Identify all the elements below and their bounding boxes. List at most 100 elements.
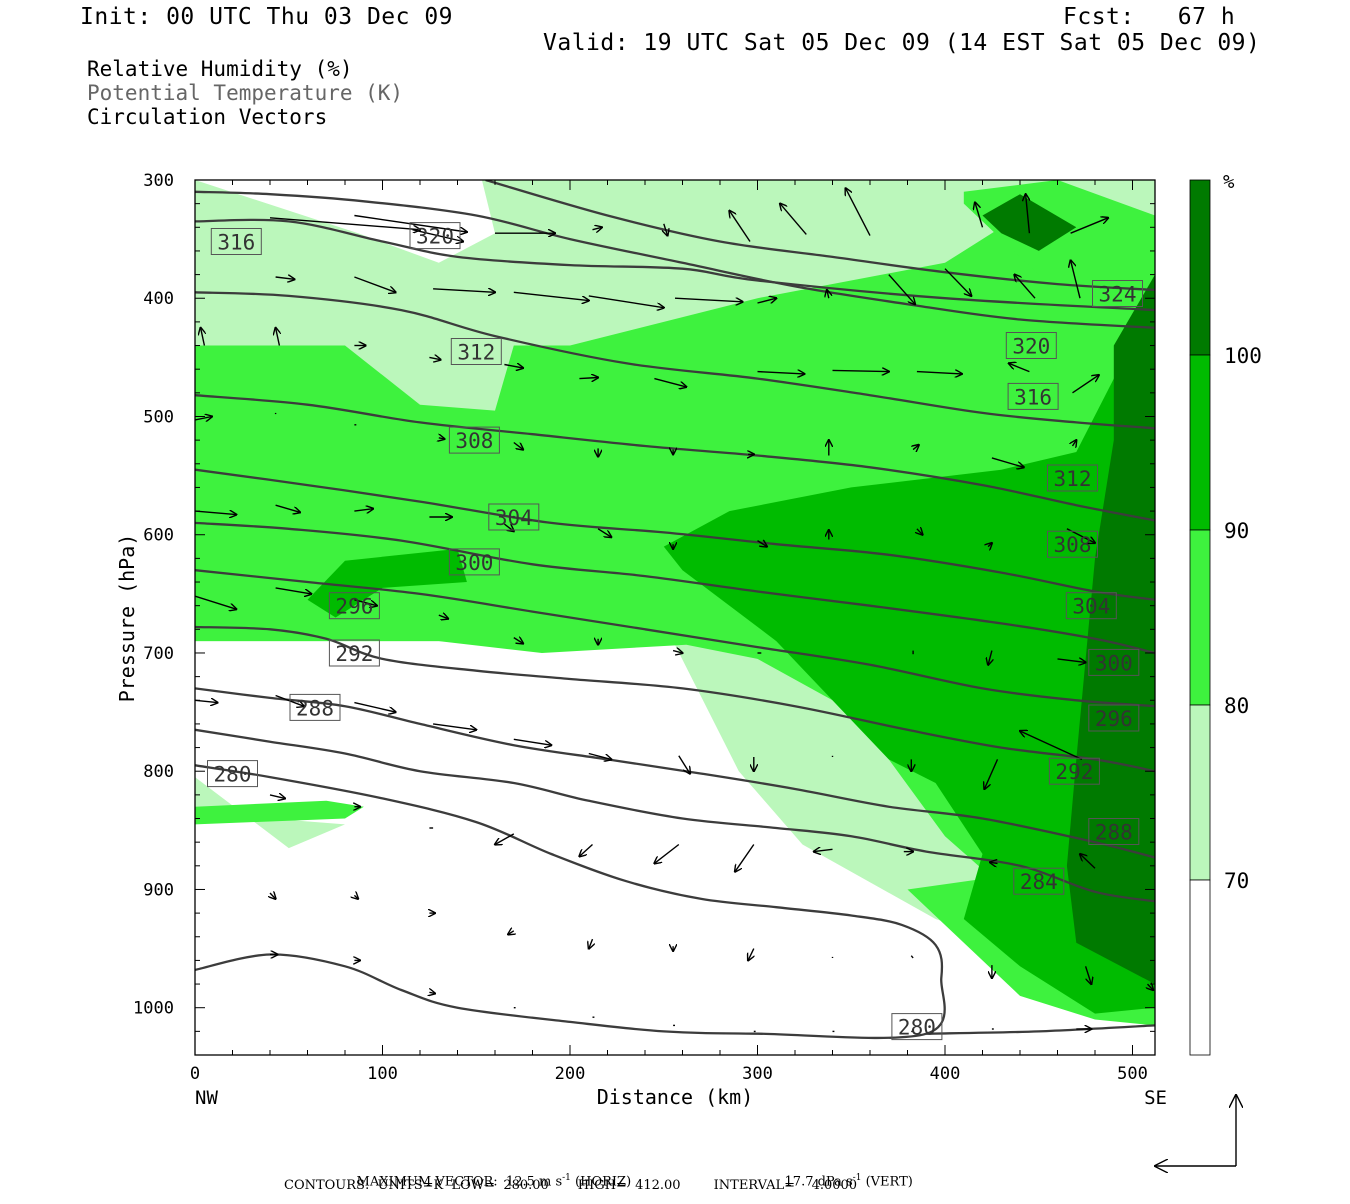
circulation-vector bbox=[433, 289, 495, 293]
field-circulation-vectors: Circulation Vectors bbox=[87, 105, 328, 129]
field-potential-temperature: Potential Temperature (K) bbox=[87, 81, 404, 105]
contour-label-312: 312 bbox=[1047, 464, 1098, 492]
circulation-vector bbox=[513, 441, 523, 450]
rh-region-100-6 bbox=[1066, 274, 1155, 985]
circulation-vector bbox=[439, 438, 445, 439]
circulation-vector bbox=[1073, 440, 1077, 446]
contour-label-text: 300 bbox=[1095, 651, 1133, 675]
contour-label-text: 292 bbox=[1055, 760, 1093, 784]
theta-contour-316 bbox=[195, 218, 1155, 312]
circulation-vector bbox=[674, 298, 743, 302]
x-tick-label: 300 bbox=[742, 1064, 773, 1084]
contour-label-292: 292 bbox=[328, 639, 380, 667]
circulation-vector bbox=[678, 755, 690, 774]
contour-label-text: 312 bbox=[457, 341, 495, 365]
contour-label-320: 320 bbox=[1005, 332, 1057, 359]
theta-contour-288 bbox=[195, 687, 1155, 859]
circulation-vector bbox=[354, 214, 467, 233]
theta-contour-300 bbox=[195, 521, 1155, 655]
contour-label-text: 288 bbox=[296, 696, 334, 720]
circulation-vector bbox=[846, 188, 871, 236]
contour-label-320: 320 bbox=[409, 222, 461, 250]
x-tick-label: 400 bbox=[930, 1064, 961, 1084]
contour-label-316: 316 bbox=[210, 228, 262, 255]
max-vector-horiz-value: MAXIMUM VECTOR: 12.5 m s bbox=[356, 1174, 563, 1190]
x-tick-label: 500 bbox=[1117, 1064, 1148, 1084]
circulation-vector bbox=[354, 509, 373, 511]
circulation-vector bbox=[275, 587, 312, 594]
contour-label-312: 312 bbox=[450, 338, 502, 365]
contour-label-text: 312 bbox=[1054, 467, 1092, 491]
rh-region-90-4 bbox=[307, 548, 467, 618]
contour-label-308: 308 bbox=[448, 426, 500, 454]
circulation-vector bbox=[1026, 194, 1030, 234]
contour-label-308: 308 bbox=[1047, 530, 1098, 558]
circulation-vector bbox=[827, 290, 829, 299]
contour-label-304: 304 bbox=[1065, 592, 1117, 620]
circulation-vector bbox=[495, 833, 515, 845]
contour-label-288: 288 bbox=[289, 693, 341, 721]
circulation-vector bbox=[1009, 363, 1030, 373]
circulation-vector bbox=[988, 543, 992, 547]
circulation-vector bbox=[269, 795, 285, 799]
theta-contour-296 bbox=[195, 569, 1155, 708]
theta-contour-312 bbox=[195, 291, 1155, 430]
colorbar-unit: % bbox=[1223, 171, 1235, 193]
circulation-vector bbox=[504, 365, 523, 369]
circulation-vector bbox=[429, 992, 435, 993]
y-axis-title: Pressure (hPa) bbox=[115, 534, 139, 703]
max-vector-unit-exponent-2: -1 bbox=[852, 1173, 862, 1183]
circulation-vector bbox=[195, 511, 236, 514]
circulation-vector bbox=[654, 377, 686, 387]
circulation-vector bbox=[201, 328, 205, 346]
circulation-vector bbox=[275, 504, 300, 512]
contour-label-288: 288 bbox=[1088, 818, 1140, 845]
circulation-vector bbox=[508, 931, 514, 935]
circulation-vector bbox=[1020, 731, 1083, 761]
circulation-vector bbox=[1072, 375, 1099, 394]
max-vector-vert-tag: (VERT) bbox=[861, 1174, 913, 1190]
colorbar-band-90-100 bbox=[1189, 354, 1211, 531]
circulation-vector bbox=[1070, 218, 1109, 234]
circulation-vector bbox=[654, 843, 680, 864]
contour-label-324: 324 bbox=[1092, 280, 1143, 307]
contour-label-text: 288 bbox=[1095, 821, 1133, 845]
contour-label-text: 316 bbox=[217, 231, 255, 255]
contour-label-text: 280 bbox=[214, 763, 252, 787]
circulation-vector bbox=[757, 541, 767, 547]
contour-label-text: 308 bbox=[455, 429, 493, 453]
x-endpoint-se: SE bbox=[1144, 1087, 1167, 1109]
contour-label-text: 304 bbox=[1072, 595, 1110, 619]
contour-label-292: 292 bbox=[1048, 757, 1100, 785]
theta-contour-308 bbox=[195, 394, 1155, 522]
circulation-vector bbox=[735, 844, 755, 872]
circulation-vector bbox=[513, 738, 552, 745]
circulation-vector bbox=[270, 893, 276, 899]
contour-label-316: 316 bbox=[1007, 382, 1059, 410]
y-tick-label: 1000 bbox=[133, 999, 174, 1019]
x-tick-label: 0 bbox=[190, 1064, 200, 1084]
contour-label-text: 284 bbox=[1020, 870, 1058, 894]
contour-label-text: 300 bbox=[455, 551, 493, 575]
y-tick-label: 300 bbox=[143, 171, 174, 191]
contour-label-300: 300 bbox=[448, 548, 500, 576]
theta-contour-324 bbox=[485, 180, 1155, 292]
contour-label-text: 316 bbox=[1014, 385, 1052, 409]
circulation-vector bbox=[429, 357, 440, 359]
circulation-vector bbox=[888, 274, 915, 305]
circulation-vector bbox=[513, 638, 523, 644]
circulation-vector bbox=[579, 378, 598, 379]
circulation-vector bbox=[195, 595, 236, 609]
circulation-vector bbox=[1014, 275, 1036, 299]
contour-label-text: 296 bbox=[1095, 707, 1133, 731]
contour-label-280: 280 bbox=[207, 760, 258, 788]
circulation-vector bbox=[588, 752, 612, 760]
contour-label-304: 304 bbox=[488, 503, 540, 531]
circulation-vector bbox=[780, 204, 807, 235]
circulation-vector bbox=[672, 651, 682, 653]
circulation-vector bbox=[988, 650, 992, 665]
circulation-vector bbox=[597, 528, 611, 537]
contour-label-text: 304 bbox=[495, 506, 533, 530]
max-vector-horiz-tag: (HORIZ) bbox=[570, 1174, 632, 1190]
